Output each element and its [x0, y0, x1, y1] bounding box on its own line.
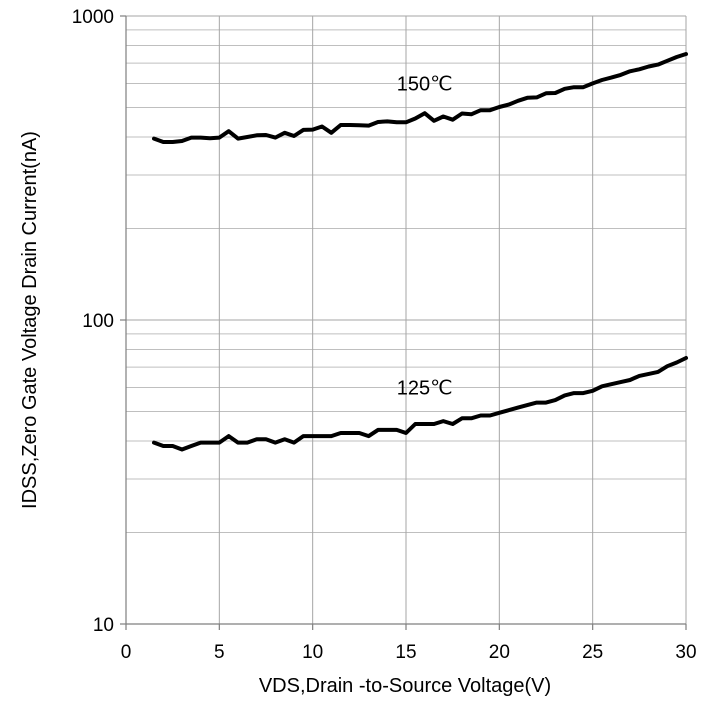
x-tick-label: 15 — [395, 642, 416, 663]
series-lines — [152, 52, 688, 452]
y-tick-label: 10 — [93, 615, 114, 636]
tick-labels: 0 5 10 15 20 25 30 10 100 1000 — [72, 7, 697, 663]
x-tick-label: 25 — [582, 642, 603, 663]
x-tick-label: 20 — [489, 642, 510, 663]
series-label-125c: 125℃ — [397, 377, 453, 399]
grid — [126, 15, 687, 624]
x-axis-title: VDS,Drain -to-Source Voltage(V) — [259, 675, 551, 697]
y-axis-title: IDSS,Zero Gate Voltage Drain Current(nA) — [19, 131, 41, 509]
x-tick-label: 0 — [121, 642, 132, 663]
series-label-150c: 150℃ — [397, 73, 453, 95]
axes — [120, 15, 687, 630]
y-tick-label: 100 — [82, 311, 114, 332]
series-line-125c — [152, 356, 688, 452]
x-tick-label: 5 — [214, 642, 225, 663]
series-line-150c — [152, 52, 688, 144]
y-tick-label: 1000 — [72, 7, 114, 28]
x-tick-label: 10 — [302, 642, 323, 663]
x-tick-label: 30 — [675, 642, 696, 663]
annotations: 150℃ 125℃ — [397, 73, 453, 399]
